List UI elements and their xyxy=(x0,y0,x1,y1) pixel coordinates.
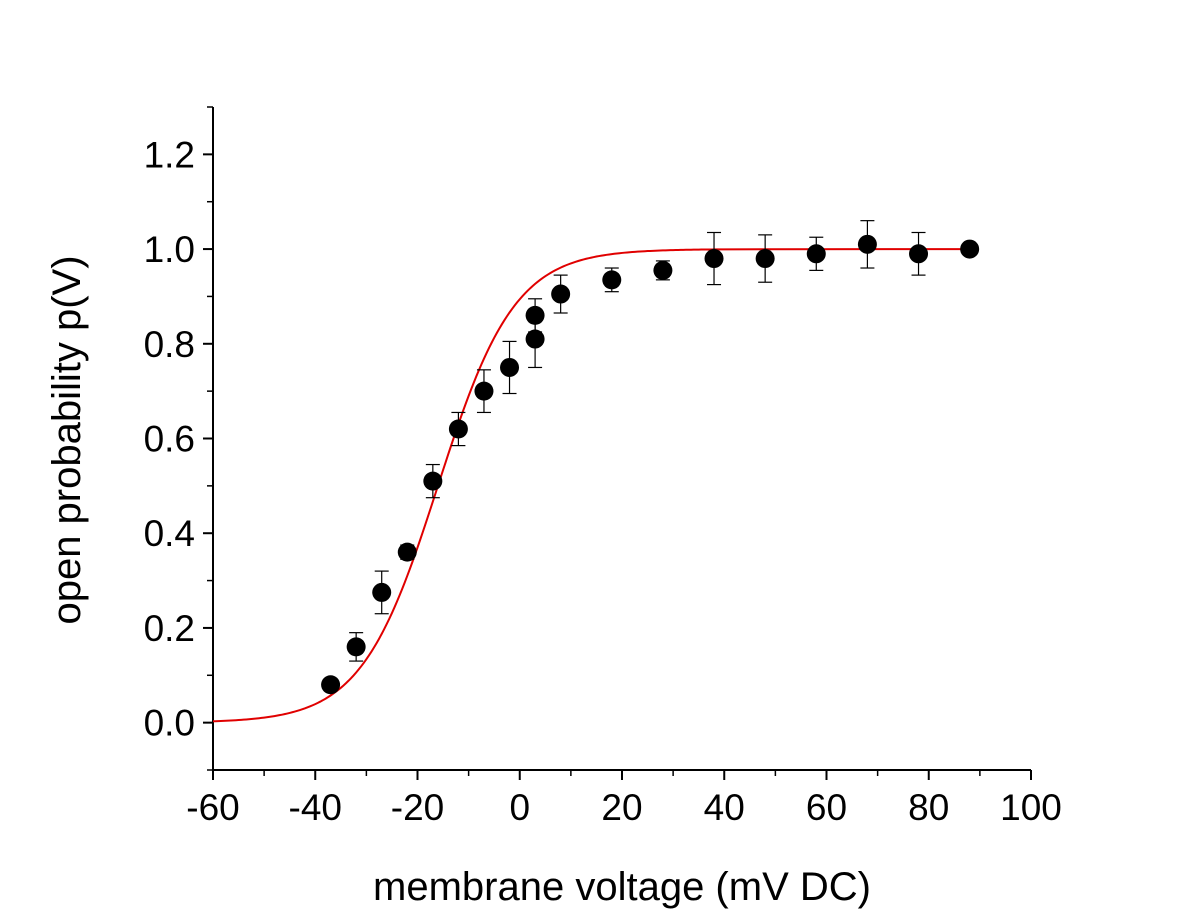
x-tick-label: -20 xyxy=(391,787,444,828)
x-axis: -60 -40 -20 0 20 40 60 80 100 xyxy=(186,769,1062,828)
y-axis: 0.0 0.2 0.4 0.6 0.8 1.0 1.2 xyxy=(144,106,214,771)
x-tick-label: 60 xyxy=(806,787,847,828)
x-tick-label: 100 xyxy=(1000,787,1062,828)
data-point xyxy=(551,284,571,304)
data-point xyxy=(346,637,366,657)
y-axis-title: open probability p(V) xyxy=(45,255,89,624)
y-tick-label: 0.2 xyxy=(144,608,195,649)
y-tick-label: 0.0 xyxy=(144,703,195,744)
data-point xyxy=(500,357,520,377)
data-point xyxy=(653,260,673,280)
x-tick-label: -40 xyxy=(289,787,342,828)
data-point xyxy=(755,249,775,269)
data-point xyxy=(704,249,724,269)
x-axis-title: membrane voltage (mV DC) xyxy=(373,865,871,909)
y-tick-label: 0.4 xyxy=(144,513,195,554)
data-point xyxy=(474,381,494,401)
data-point xyxy=(960,239,980,259)
data-point xyxy=(525,329,545,349)
data-point xyxy=(806,244,826,264)
data-point xyxy=(423,471,443,491)
x-tick-label: 0 xyxy=(509,787,530,828)
data-point xyxy=(602,270,622,290)
x-tick-label: 40 xyxy=(704,787,745,828)
data-point-layer xyxy=(321,234,980,695)
data-point xyxy=(372,582,392,602)
fit-curve xyxy=(212,248,970,723)
y-tick-label: 1.2 xyxy=(144,134,195,175)
data-point xyxy=(525,305,545,325)
error-bar-layer xyxy=(349,220,926,662)
y-tick-label: 0.6 xyxy=(144,419,195,460)
data-point xyxy=(321,675,341,695)
data-point xyxy=(909,244,929,264)
y-tick-label: 0.8 xyxy=(144,324,195,365)
data-point xyxy=(397,542,417,562)
x-tick-label: 20 xyxy=(601,787,642,828)
data-point xyxy=(448,419,468,439)
x-tick-label: -60 xyxy=(186,787,239,828)
data-point xyxy=(857,234,877,254)
y-tick-label: 1.0 xyxy=(144,229,195,270)
x-tick-label: 80 xyxy=(908,787,949,828)
fit-curve-layer xyxy=(212,248,970,723)
